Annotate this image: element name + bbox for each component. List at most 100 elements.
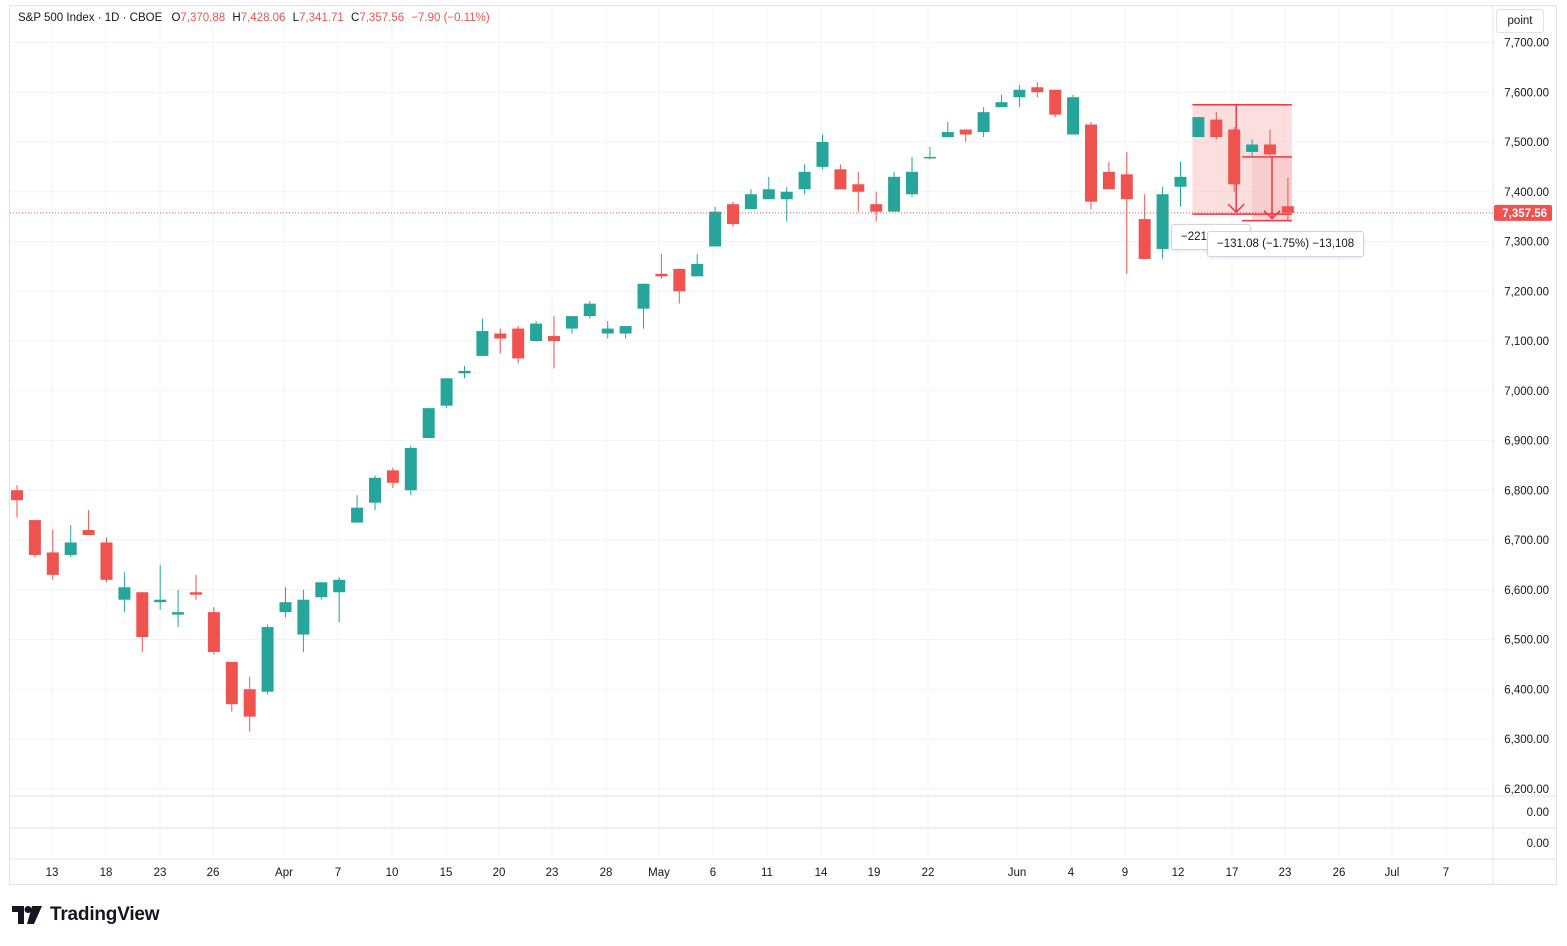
candle-body — [46, 552, 59, 575]
candle-body — [225, 661, 238, 705]
low-value: 7,341.71 — [299, 12, 344, 24]
candle — [548, 316, 560, 369]
last-price-tag — [1494, 204, 1552, 221]
candle-body — [601, 328, 614, 334]
candle-body — [816, 142, 829, 167]
y-tick-label: 7,100.00 — [1504, 336, 1549, 348]
candle — [977, 107, 990, 138]
y-tick-label: 7,000.00 — [1504, 386, 1549, 398]
candle-body — [297, 599, 310, 635]
candle-body — [1013, 89, 1026, 98]
x-tick-label: 11 — [761, 867, 773, 879]
candle — [727, 201, 739, 227]
chart-frame[interactable] — [9, 5, 1557, 885]
candle — [1085, 122, 1097, 210]
candle-body — [11, 490, 23, 501]
candle — [261, 624, 274, 695]
candle-body — [870, 204, 883, 212]
candle — [1031, 82, 1044, 98]
x-tick-label: 12 — [1172, 867, 1185, 879]
candle — [11, 485, 23, 518]
candle — [565, 316, 578, 334]
x-tick-label: 4 — [1068, 867, 1075, 879]
candle-body — [941, 132, 954, 138]
candle — [923, 146, 936, 160]
y-tick-label: 6,700.00 — [1504, 535, 1549, 547]
candle — [512, 326, 525, 364]
y-tick-label: 6,500.00 — [1504, 635, 1549, 647]
candle — [404, 445, 417, 496]
candle-body — [458, 370, 471, 374]
candle-body — [279, 602, 292, 613]
candle-body — [798, 171, 811, 190]
x-tick-label: 26 — [207, 867, 220, 879]
candle-body — [118, 587, 131, 600]
x-tick-label: 13 — [46, 867, 59, 879]
y-tick-label: 7,600.00 — [1504, 87, 1549, 99]
candle-body — [637, 283, 650, 309]
candle-body — [1228, 129, 1241, 185]
y-tick-label: 6,800.00 — [1504, 485, 1549, 497]
candle — [906, 156, 918, 197]
measure-tool — [1192, 103, 1292, 222]
x-tick-label: 26 — [1333, 867, 1346, 879]
y-tick-label: 6,600.00 — [1504, 585, 1549, 597]
candle — [333, 577, 346, 623]
tradingview-logo[interactable]: TradingView — [12, 904, 160, 926]
y-tick-label: 7,200.00 — [1504, 286, 1549, 298]
indicator-pane-value: 0.00 — [1527, 838, 1549, 850]
candle — [100, 537, 113, 583]
candle-body — [923, 156, 936, 159]
candle — [1138, 194, 1151, 259]
open-label: O — [171, 12, 181, 24]
candle-body — [1156, 194, 1169, 249]
scale-mode-button[interactable]: point — [1496, 9, 1544, 33]
candle — [601, 321, 614, 339]
candle — [243, 676, 256, 732]
candle-body — [315, 582, 328, 598]
x-tick-label: 23 — [154, 867, 167, 879]
candle-body — [154, 599, 167, 603]
candle — [1246, 139, 1259, 157]
x-tick-label: 14 — [815, 867, 828, 879]
y-tick-label: 7,400.00 — [1504, 187, 1549, 199]
last-price-label: 7,357.56 — [1502, 208, 1547, 220]
candle-body — [1067, 97, 1080, 135]
candle — [941, 122, 954, 138]
candle-body — [673, 268, 686, 292]
candle-body — [780, 191, 793, 200]
candle — [28, 520, 41, 558]
candle-body — [190, 592, 202, 595]
candle-body — [28, 520, 41, 555]
candle-body — [512, 328, 525, 359]
x-tick-label: Jun — [1008, 867, 1027, 879]
candle — [1192, 117, 1205, 138]
candle — [1067, 94, 1080, 135]
x-tick-label: 6 — [710, 867, 716, 879]
y-tick-label: 6,200.00 — [1504, 784, 1549, 796]
candle — [1049, 89, 1062, 118]
candle-body — [888, 176, 901, 212]
candle — [172, 589, 185, 628]
candle — [798, 164, 811, 195]
candle — [82, 510, 95, 536]
candle-body — [476, 331, 489, 356]
candle-body — [1264, 144, 1276, 155]
candle-body — [386, 470, 399, 483]
axes: 6,200.00 6,300.00 6,400.00 6,500.00 6,600.00… — [10, 38, 1552, 879]
y-tick-label: 7,700.00 — [1504, 38, 1549, 50]
candle — [297, 589, 310, 652]
candle-body — [1192, 117, 1205, 138]
candle — [995, 94, 1008, 108]
brand-name: TradingView — [50, 904, 160, 925]
candle — [530, 321, 543, 341]
candle — [762, 176, 775, 200]
candle-body — [727, 204, 739, 225]
candle-body — [1102, 171, 1115, 190]
candle-body — [906, 171, 918, 195]
grid — [10, 6, 1556, 885]
y-tick-label: 7,500.00 — [1504, 137, 1549, 149]
candle-body — [136, 592, 149, 638]
x-tick-label: 28 — [600, 867, 613, 879]
